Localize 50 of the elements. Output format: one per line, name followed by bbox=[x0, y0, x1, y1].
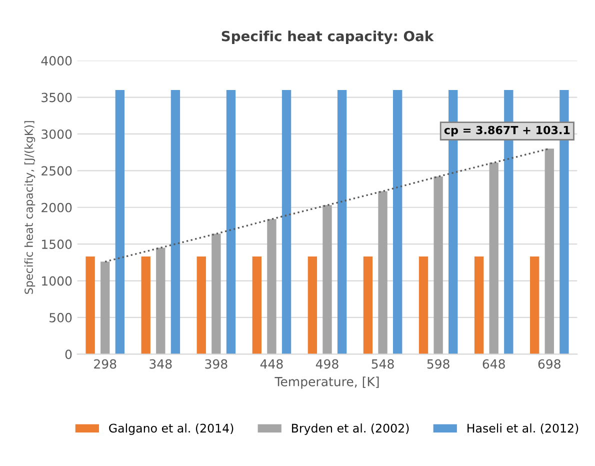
bar bbox=[434, 176, 443, 354]
bar bbox=[393, 90, 402, 354]
y-tick-label: 0 bbox=[65, 350, 72, 360]
y-tick-label: 500 bbox=[50, 312, 72, 322]
bar bbox=[418, 256, 428, 354]
bar bbox=[115, 90, 125, 354]
y-tick-label: 2500 bbox=[42, 166, 72, 176]
x-tick-label: 698 bbox=[538, 359, 560, 369]
y-tick-label: 2000 bbox=[42, 202, 72, 212]
bar bbox=[86, 256, 95, 354]
y-tick-label: 1500 bbox=[42, 240, 72, 249]
y-tick-label: 3000 bbox=[42, 129, 72, 139]
x-tick-label: 348 bbox=[150, 359, 172, 369]
bar bbox=[170, 90, 180, 354]
legend-label: Galgano et al. (2014) bbox=[109, 424, 234, 435]
bar bbox=[378, 191, 388, 354]
bar bbox=[544, 148, 554, 354]
line-series bbox=[104, 148, 550, 263]
legend-label: Bryden et al. (2002) bbox=[292, 424, 409, 435]
bar bbox=[212, 234, 221, 354]
y-axis-title: Specific heat capacity, [J/(kgK)] bbox=[24, 121, 36, 294]
x-axis-title: Temperature, [K] bbox=[274, 376, 379, 389]
x-tick-label: 498 bbox=[316, 359, 338, 369]
y-tick-label: 1000 bbox=[42, 276, 72, 286]
bar bbox=[226, 90, 236, 354]
bar bbox=[267, 219, 276, 354]
bar bbox=[322, 205, 332, 354]
x-tick-label: 548 bbox=[372, 359, 394, 369]
x-tick-label: 648 bbox=[482, 359, 505, 369]
bar bbox=[363, 256, 373, 354]
bar bbox=[141, 256, 150, 354]
x-tick-label: 298 bbox=[94, 359, 116, 369]
bar bbox=[282, 90, 292, 354]
bar bbox=[196, 256, 206, 354]
bar bbox=[530, 256, 540, 354]
x-tick-label: 448 bbox=[260, 359, 283, 369]
bar bbox=[252, 256, 262, 354]
bar bbox=[156, 248, 166, 354]
legend-label: Haseli et al. (2012) bbox=[468, 424, 578, 434]
y-tick-label: 3500 bbox=[42, 92, 72, 102]
bar bbox=[308, 256, 318, 354]
bar bbox=[489, 162, 498, 354]
bar bbox=[100, 262, 110, 354]
x-tick-label: 598 bbox=[427, 359, 450, 369]
chart-title: Specific heat capacity: Oak bbox=[222, 30, 434, 44]
y-tick-label: 4000 bbox=[41, 56, 72, 66]
bar bbox=[474, 256, 484, 354]
bar bbox=[337, 90, 347, 354]
annotation: cp = 3.867T + 103.1 bbox=[444, 126, 570, 136]
x-tick-label: 398 bbox=[205, 359, 228, 369]
